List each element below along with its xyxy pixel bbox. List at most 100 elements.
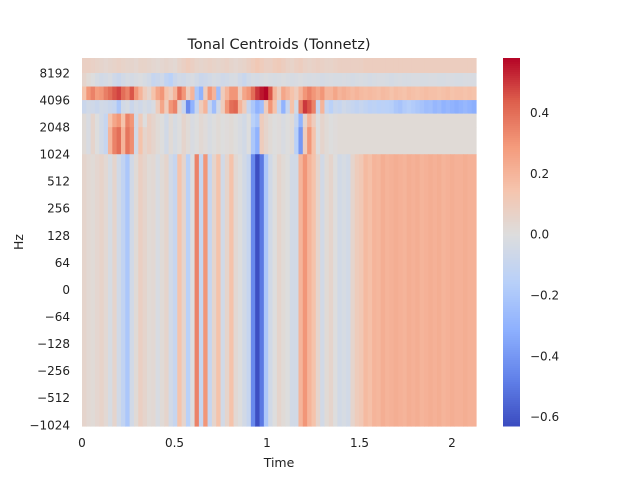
colorbar-segment xyxy=(503,150,520,153)
heatmap-cell xyxy=(454,86,460,101)
heatmap-cell xyxy=(398,58,403,74)
colorbar-segment xyxy=(503,124,520,127)
heatmap-cell xyxy=(324,58,330,74)
heatmap-cell xyxy=(393,154,399,427)
heatmap-cell xyxy=(346,100,352,115)
heatmap-cell xyxy=(211,73,217,88)
heatmap-cell xyxy=(337,100,343,115)
heatmap-cell xyxy=(164,73,170,88)
heatmap-cell xyxy=(467,127,473,155)
colorbar-segment xyxy=(503,106,520,109)
colorbar-segment xyxy=(503,302,520,305)
heatmap-cell xyxy=(220,73,226,88)
heatmap-cell xyxy=(129,73,135,88)
colorbar-segment xyxy=(503,204,520,207)
heatmap-cell xyxy=(242,154,248,427)
heatmap-cell xyxy=(194,154,200,427)
y-tick-label: −64 xyxy=(45,310,70,324)
heatmap-cell xyxy=(415,73,421,88)
heatmap-cell xyxy=(471,86,477,101)
heatmap-cell xyxy=(445,154,451,427)
heatmap-cell xyxy=(172,154,178,427)
heatmap-cell xyxy=(268,73,274,88)
heatmap-cell xyxy=(324,86,330,101)
heatmap-cell xyxy=(133,100,139,115)
heatmap-cell xyxy=(328,113,334,128)
colorbar-segment xyxy=(503,188,520,191)
colorbar-segment xyxy=(503,134,520,137)
heatmap-cell xyxy=(402,86,408,101)
heatmap-cell xyxy=(250,58,256,74)
heatmap-cell xyxy=(220,127,226,155)
heatmap-cell xyxy=(376,86,382,101)
heatmap-cell xyxy=(120,154,126,427)
heatmap-cell xyxy=(471,127,477,155)
colorbar-segment xyxy=(503,260,520,263)
heatmap-cell xyxy=(94,113,100,128)
heatmap-cell xyxy=(363,154,369,427)
heatmap-cell xyxy=(246,73,252,88)
colorbar-segment xyxy=(503,96,520,99)
heatmap-cell xyxy=(116,127,122,155)
heatmap-cell xyxy=(372,113,378,128)
colorbar-tick-label: 0.2 xyxy=(530,167,549,181)
heatmap-cell xyxy=(289,73,295,88)
heatmap-cell xyxy=(393,73,399,88)
heatmap-cell xyxy=(372,154,378,427)
colorbar-segment xyxy=(503,310,520,313)
colorbar-segment xyxy=(503,174,520,177)
colorbar-segment xyxy=(503,236,520,239)
heatmap-cell xyxy=(242,100,248,115)
heatmap-cell xyxy=(315,58,321,74)
heatmap-cell xyxy=(354,127,360,155)
heatmap-cell xyxy=(159,113,165,128)
heatmap-cell xyxy=(454,58,460,74)
heatmap-cell xyxy=(467,58,473,74)
heatmap-cell xyxy=(333,154,339,427)
heatmap-cell xyxy=(203,154,209,427)
colorbar-segment xyxy=(503,144,520,147)
heatmap-cell xyxy=(103,73,109,88)
colorbar-tick-label: −0.2 xyxy=(530,289,559,303)
heatmap-cell xyxy=(90,73,96,88)
heatmap-cell xyxy=(138,154,144,427)
heatmap-cell xyxy=(281,154,287,427)
heatmap-cell xyxy=(99,73,105,88)
heatmap-cell xyxy=(359,58,365,74)
heatmap-cell xyxy=(367,73,373,88)
heatmap-cell xyxy=(216,127,222,155)
heatmap-cell xyxy=(298,73,304,88)
y-tick-label: 2048 xyxy=(39,121,70,135)
heatmap-cell xyxy=(428,58,434,74)
heatmap-cell xyxy=(294,113,300,128)
heatmap-cell xyxy=(289,100,295,115)
heatmap-cell xyxy=(376,100,382,115)
colorbar-segment xyxy=(503,326,520,329)
heatmap-cell xyxy=(107,113,113,128)
heatmap-cell xyxy=(281,100,287,115)
heatmap-cell xyxy=(285,100,291,115)
colorbar-segment xyxy=(503,142,520,145)
heatmap-cell xyxy=(125,127,131,155)
colorbar-segment xyxy=(503,206,520,209)
heatmap-cell xyxy=(159,73,165,88)
colorbar-segment xyxy=(503,266,520,269)
heatmap-cell xyxy=(177,127,183,155)
colorbar-segment xyxy=(503,280,520,283)
heatmap-cell xyxy=(194,58,200,74)
colorbar-segment xyxy=(503,78,520,81)
heatmap-cell xyxy=(471,100,477,115)
heatmap-cell xyxy=(203,86,209,101)
heatmap-cell xyxy=(125,113,131,128)
colorbar-segment xyxy=(503,70,520,73)
heatmap-cell xyxy=(389,154,395,427)
heatmap-cell xyxy=(155,113,161,128)
heatmap-cell xyxy=(445,86,451,101)
y-tick-label: 8192 xyxy=(39,66,70,80)
heatmap-cell xyxy=(337,86,343,101)
colorbar-segment xyxy=(503,404,520,407)
heatmap-cell xyxy=(341,113,347,128)
y-tick-label: 4096 xyxy=(39,93,70,107)
colorbar-segment xyxy=(503,86,520,89)
heatmap-cell xyxy=(172,86,178,101)
